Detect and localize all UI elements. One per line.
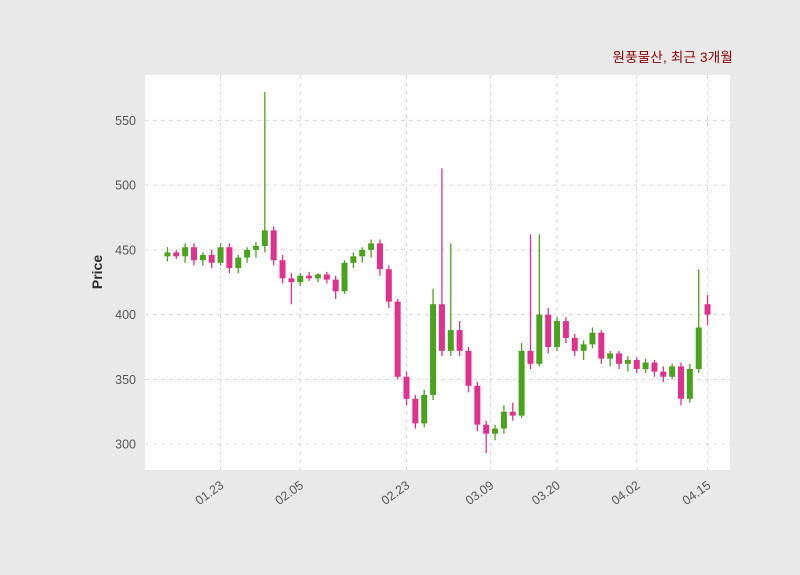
candle-body	[438, 304, 445, 351]
candle-body	[217, 247, 224, 263]
candle-body	[332, 279, 339, 292]
candle-body	[208, 255, 215, 263]
y-tick-label: 350	[115, 373, 136, 387]
candle-body	[500, 411, 507, 429]
candle-body	[669, 366, 676, 377]
candle-body	[288, 278, 295, 283]
candle-body	[554, 321, 561, 347]
candle-body	[447, 330, 454, 351]
chart-title: 원풍물산, 최근 3개월	[612, 50, 733, 65]
candle-body	[279, 260, 286, 279]
candle-body	[244, 249, 251, 258]
candle-body	[474, 385, 481, 425]
candle-body	[270, 230, 277, 261]
candle-body	[421, 394, 428, 424]
candle-body	[616, 353, 623, 364]
candle-body	[261, 230, 268, 246]
candle-body	[465, 350, 472, 386]
y-axis-label: Price	[89, 254, 105, 290]
y-tick-label: 550	[115, 114, 136, 128]
candle-body	[695, 327, 702, 369]
candle-body	[412, 398, 419, 424]
candle-body	[483, 424, 490, 434]
candle-body	[199, 255, 206, 261]
candle-body	[297, 275, 304, 283]
candle-body	[607, 353, 614, 359]
candle-body	[562, 321, 569, 338]
candle-body	[226, 247, 233, 268]
candle-body	[306, 275, 313, 279]
candle-body	[580, 344, 587, 351]
candle-body	[527, 350, 534, 364]
candle-body	[492, 428, 499, 434]
candle-body	[182, 247, 189, 257]
y-tick-label: 400	[115, 308, 136, 322]
candle-body	[430, 304, 437, 395]
candle-body	[509, 411, 516, 416]
candle-body	[350, 256, 357, 263]
candle-body	[314, 274, 321, 279]
candle-body	[642, 362, 649, 369]
candle-body	[678, 366, 685, 399]
candle-body	[341, 262, 348, 292]
candle-body	[660, 371, 667, 377]
candle-body	[633, 359, 640, 369]
candle-body	[518, 350, 525, 416]
candle-body	[323, 274, 330, 280]
candle-body	[456, 330, 463, 351]
candle-body	[385, 269, 392, 302]
candle-body	[624, 359, 631, 364]
candle-body	[536, 314, 543, 364]
candle-body	[571, 337, 578, 351]
y-tick-label: 300	[115, 438, 136, 452]
candle-body	[686, 368, 693, 399]
candle-body	[394, 301, 401, 377]
candle-body	[403, 376, 410, 399]
candle-body	[589, 332, 596, 345]
y-tick-label: 500	[115, 179, 136, 193]
candle-body	[252, 245, 259, 250]
candle-body	[545, 314, 552, 347]
candle-body	[359, 249, 366, 257]
plot-area	[145, 75, 730, 470]
candle-body	[235, 257, 242, 268]
candle-body	[376, 243, 383, 270]
candle-body	[173, 252, 180, 257]
y-tick-label: 450	[115, 243, 136, 257]
candle-body	[598, 332, 605, 359]
candle-body	[164, 252, 171, 257]
candle-body	[704, 304, 711, 315]
candle-body	[190, 247, 197, 261]
candle-body	[368, 243, 375, 250]
candle-body	[651, 362, 658, 372]
